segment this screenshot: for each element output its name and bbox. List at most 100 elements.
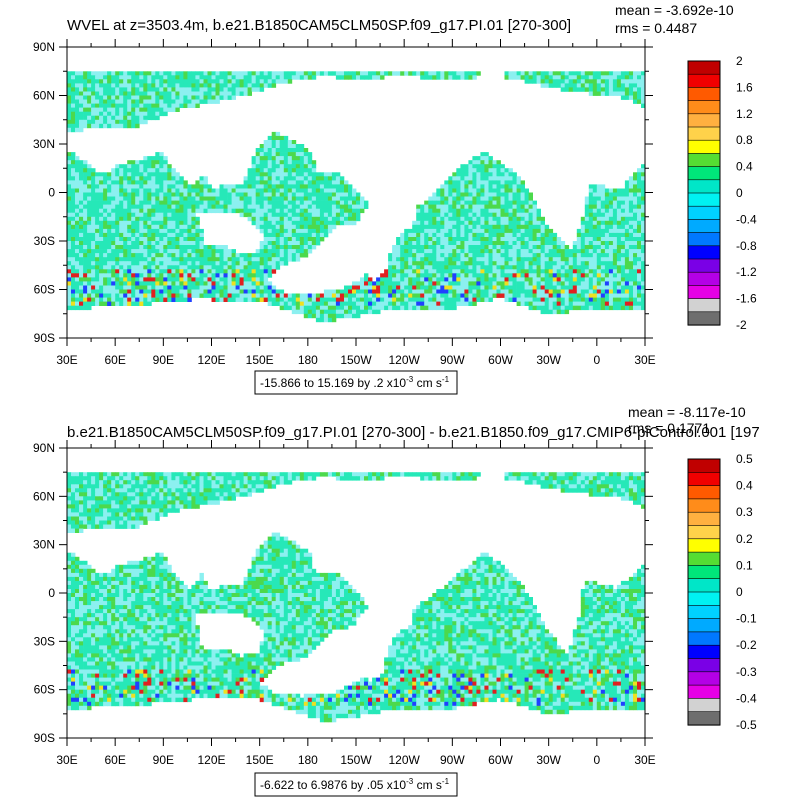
x-tick-label: 150E [246, 353, 274, 367]
colorbar-label: 0.4 [736, 479, 753, 493]
colorbar-swatch [687, 126, 721, 141]
x-tick-label: 150E [246, 753, 274, 767]
rms-label-bottom: rms = 0.1771 [628, 420, 710, 436]
colorbar-swatch [687, 565, 721, 580]
colorbar-swatch [687, 271, 721, 287]
y-tick-label: 90N [33, 441, 55, 455]
top-panel: 30E 60E 90E 120E 150E 180 150W 120W 90W 60W 30W 0 30… [33, 2, 757, 395]
colorbar-swatch [687, 485, 721, 500]
y-tick-label: 30S [34, 234, 55, 248]
x-tick-label: 150W [340, 353, 372, 367]
x-tick-label: 0 [593, 353, 600, 367]
x-axis-labels-top: 30E 60E 90E 120E 150E 180 150W 120W 90W 60W 30W 0 30… [56, 353, 655, 367]
x-tick-label: 180 [298, 353, 318, 367]
colorbar-swatch [687, 631, 721, 646]
y-tick-label: 0 [48, 586, 55, 600]
bottom-panel: 30E 60E 90E 120E 150E 180 150W 120W 90W 60W 30W 0 30… [33, 404, 760, 797]
colorbar-labels-bottom: 0.5 0.4 0.3 0.2 0.1 0 -0.1 -0.2 -0.3 -0.4 -0.5 [736, 452, 757, 732]
colorbar-swatch [687, 511, 721, 527]
y-tick-label: 60S [34, 283, 55, 297]
colorbar-swatch [687, 498, 721, 513]
colorbar-label: 1.6 [736, 80, 753, 94]
colorbar-swatch [687, 618, 721, 633]
x-tick-label: 60W [488, 753, 513, 767]
axis-ticks-bottom [59, 440, 653, 746]
colorbar-label: 2 [736, 54, 743, 68]
colorbar-label: 0 [736, 186, 743, 200]
colorbar-swatch [687, 671, 721, 686]
y-tick-label: 90S [34, 331, 55, 345]
colorbar-swatch [687, 525, 721, 540]
x-tick-label: 90E [153, 353, 174, 367]
x-tick-label: 120W [388, 353, 420, 367]
colorbar-label: -0.8 [736, 239, 757, 253]
x-tick-label: 60E [104, 753, 125, 767]
colorbar-swatch [687, 113, 721, 128]
colorbar-outline [687, 60, 721, 326]
y-tick-label: 30N [33, 538, 55, 552]
colorbar-swatch [687, 604, 721, 620]
x-tick-label: 30W [536, 353, 561, 367]
colorbar-label: -0.3 [736, 665, 757, 679]
contour-info-bottom: -6.622 to 6.9876 by .05 x10-3 cm s-1 [260, 777, 450, 792]
colorbar-label: 0 [736, 585, 743, 599]
y-tick-label: 90N [33, 40, 55, 54]
colorbar-swatch [687, 591, 721, 606]
colorbar-label: 0.1 [736, 558, 753, 572]
mean-label-bottom: mean = -8.117e-10 [628, 404, 746, 420]
x-tick-label: 60E [104, 353, 125, 367]
colorbar-label: -0.4 [736, 691, 757, 705]
x-tick-label: 30E [56, 753, 77, 767]
contour-info-box-bottom [254, 772, 458, 797]
colorbar-swatch [687, 298, 721, 313]
colorbar-label: 1.2 [736, 107, 753, 121]
x-tick-label: 90E [153, 753, 174, 767]
colorbar-swatch [687, 644, 721, 660]
rms-label-top: rms = 0.4487 [615, 20, 697, 36]
colorbar-label: 0.4 [736, 160, 753, 174]
colorbar-label: -1.2 [736, 265, 757, 279]
colorbar-swatch [687, 205, 721, 220]
colorbar-swatch [687, 658, 721, 673]
colorbar-swatch [687, 698, 721, 713]
x-tick-label: 30W [536, 753, 561, 767]
colorbar-label: -0.5 [736, 718, 757, 732]
colorbar-swatch [687, 219, 721, 234]
title-bottom: b.e21.B1850CAM5CLM50SP.f09_g17.PI.01 [27… [67, 424, 760, 441]
colorbar-bottom [687, 458, 721, 726]
colorbar-swatch [687, 139, 721, 154]
colorbar-top [687, 60, 721, 326]
colorbar-label: -0.4 [736, 212, 757, 226]
y-tick-label: 60S [34, 683, 55, 697]
ocean-field-bottom [67, 472, 646, 723]
colorbar-swatch [687, 258, 721, 273]
y-tick-label: 30S [34, 634, 55, 648]
colorbar-label: -0.2 [736, 638, 757, 652]
colorbar-label: 0.5 [736, 452, 753, 466]
colorbar-label: 0.8 [736, 133, 753, 147]
y-tick-label: 90S [34, 731, 55, 745]
colorbar-swatch [687, 711, 721, 726]
colorbar-swatch [687, 192, 721, 207]
x-tick-label: 90W [440, 753, 465, 767]
x-tick-label: 60W [488, 353, 513, 367]
y-tick-label: 60N [33, 89, 55, 103]
x-axis-labels-bottom: 30E 60E 90E 120E 150E 180 150W 120W 90W 60W 30W 0 30… [56, 753, 655, 767]
x-tick-label: 150W [340, 753, 372, 767]
colorbar-swatch [687, 578, 721, 593]
y-tick-label: 30N [33, 137, 55, 151]
contour-info-box-top [254, 370, 458, 395]
colorbar-swatch [687, 471, 721, 487]
x-tick-label: 90W [440, 353, 465, 367]
colorbar-swatch [687, 87, 721, 102]
x-tick-label: 180 [298, 753, 318, 767]
colorbar-swatch [687, 285, 721, 300]
colorbar-swatch [687, 73, 721, 88]
x-tick-label: 30E [634, 753, 655, 767]
colorbar-swatch [687, 100, 721, 115]
colorbar-swatch [687, 551, 721, 566]
colorbar-swatch [687, 179, 721, 194]
colorbar-labels-top: 2 1.6 1.2 0.8 0.4 0 -0.4 -0.8 -1.2 -1.6 -2 [736, 54, 757, 332]
colorbar-swatch [687, 166, 721, 181]
